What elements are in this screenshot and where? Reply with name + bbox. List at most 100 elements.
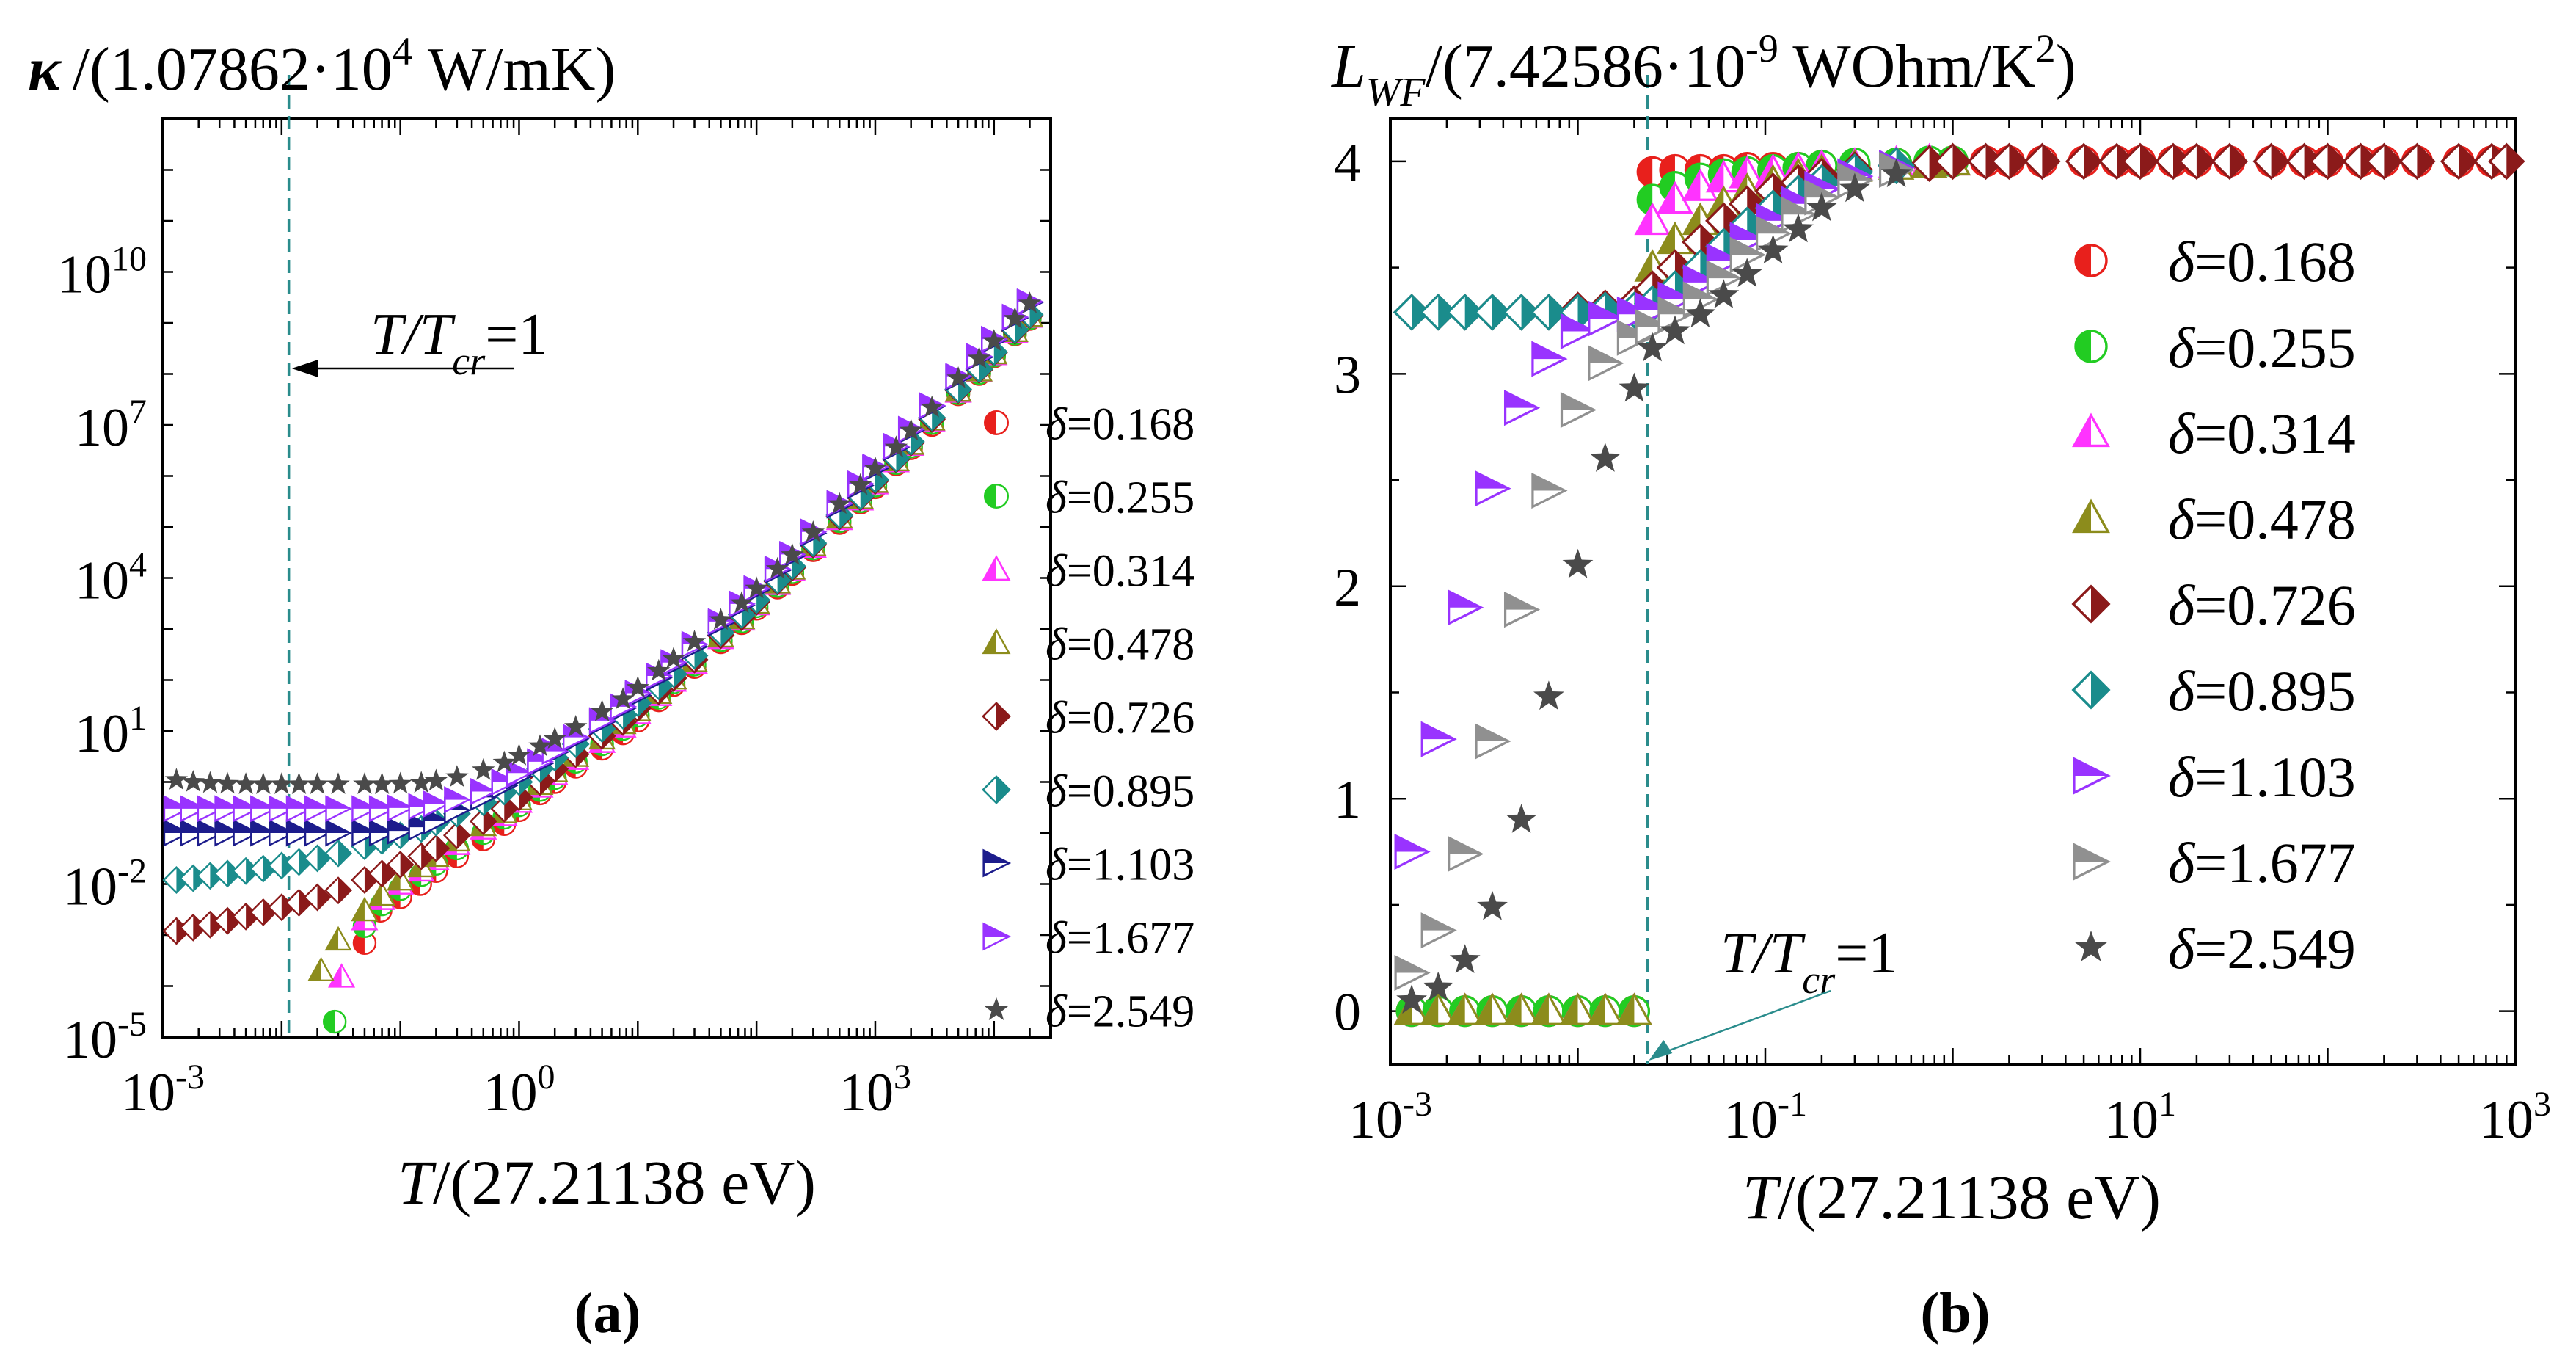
legend-delta: δ — [2168, 230, 2196, 294]
marker-b-6 — [1448, 589, 1484, 626]
legend-delta: δ — [2168, 401, 2196, 465]
marker-b-2 — [1682, 168, 1719, 201]
legend-delta: δ — [2168, 659, 2196, 723]
marker-a-8 — [326, 772, 350, 794]
marker-a-8 — [181, 770, 205, 792]
marker-fill — [1505, 391, 1538, 408]
marker-b-7 — [1560, 391, 1597, 429]
x-tick-label: 100 — [483, 1058, 555, 1123]
marker-fill — [1561, 315, 1594, 332]
marker-b-4 — [1991, 142, 2028, 181]
marker-legend-a-8 — [984, 997, 1009, 1020]
legend-label: δ=0.255 — [2168, 316, 2356, 379]
legend-delta: δ — [2168, 487, 2196, 551]
marker-a-8 — [216, 771, 239, 794]
marker-a-8 — [164, 768, 189, 790]
marker-legend-b-0 — [2074, 244, 2108, 277]
marker-fill — [1395, 835, 1429, 852]
marker-fill — [2042, 144, 2059, 178]
marker-fill — [1422, 723, 1455, 740]
marker-fill — [542, 739, 567, 752]
marker-b-4 — [2252, 142, 2290, 181]
marker-b-7 — [1475, 723, 1511, 760]
marker-a-8 — [409, 771, 433, 793]
x-tick-exp: -3 — [1403, 1085, 1432, 1124]
marker-a-8 — [647, 658, 671, 681]
marker-fill — [1588, 302, 1621, 319]
marker-a-8 — [920, 395, 944, 418]
marker-a-8 — [590, 699, 614, 721]
x-tick-label: 101 — [2104, 1085, 2176, 1150]
marker-fill — [324, 1011, 335, 1033]
ylabel-sup2: 2 — [2036, 26, 2056, 70]
ann-tail: =1 — [485, 302, 547, 367]
x-tick-base: 10 — [1349, 1090, 1403, 1150]
x-tick-exp: 0 — [537, 1058, 555, 1097]
marker-b-4 — [2121, 142, 2159, 181]
marker-fill — [483, 808, 497, 834]
marker-legend-b-2 — [2072, 412, 2110, 448]
marker-b-3 — [1503, 992, 1540, 1025]
marker-b-3 — [1446, 992, 1484, 1025]
marker-fill — [1618, 994, 1635, 1025]
y-tick-label: 4 — [1334, 133, 1361, 193]
y-tick-label: 2 — [1334, 558, 1361, 618]
marker-fill — [305, 821, 330, 833]
tcr-annotation: T/Tcr=1 — [371, 302, 547, 383]
legend-value: =1.677 — [1067, 913, 1194, 963]
ylabel-main: /(1.07862·10 — [73, 35, 393, 103]
y-axis-label: LWF/(7.42586·10-9 WOhm/K2) — [1331, 26, 2076, 115]
marker-fill — [352, 898, 365, 921]
marker-a-8 — [528, 734, 552, 757]
marker-legend-b-4 — [2071, 584, 2111, 624]
marker-a-7 — [387, 794, 415, 822]
y-tick-exp: 7 — [129, 393, 147, 432]
marker-fill — [370, 883, 382, 906]
marker-legend-b-6 — [2073, 757, 2111, 795]
panel-label: (b) — [1920, 1281, 1990, 1345]
x-axis-label: T/(27.21138 eV) — [1743, 1162, 2161, 1232]
marker-a-8 — [781, 542, 804, 565]
marker-b-8 — [1506, 804, 1537, 833]
marker-a-8 — [662, 647, 685, 669]
marker-fill — [1448, 994, 1465, 1025]
marker-a-8 — [270, 772, 293, 794]
marker-legend-a-3 — [982, 628, 1011, 655]
y-tick-base: 10 — [75, 398, 129, 458]
y-tick-label: 104 — [75, 546, 147, 611]
marker-fill — [1422, 914, 1455, 931]
marker-fill — [299, 849, 312, 875]
marker-fill — [1588, 994, 1605, 1025]
marker-b-5 — [1473, 294, 1511, 331]
marker-fill — [1731, 223, 1764, 240]
ylabel-L: L — [1331, 32, 1366, 101]
marker-fill — [1476, 725, 1509, 742]
ylabel-sup: 4 — [393, 29, 412, 73]
marker-b-5 — [1530, 294, 1568, 331]
marker-fill — [364, 867, 378, 893]
marker-b-8 — [1449, 944, 1481, 973]
marker-fill — [263, 899, 277, 926]
marker-fill — [1521, 295, 1539, 330]
marker-fill — [1684, 170, 1701, 200]
ylabel-sub: WF — [1366, 70, 1426, 115]
marker-b-8 — [1685, 298, 1716, 328]
marker-fill — [2506, 144, 2524, 178]
legend-delta: δ — [1046, 619, 1068, 669]
legend-label: δ=0.314 — [1046, 546, 1194, 596]
marker-b-7 — [1394, 954, 1431, 992]
marker-fill — [1638, 157, 1653, 187]
tcr-annotation: T/Tcr=1 — [1721, 921, 1897, 1002]
marker-fill — [164, 796, 189, 809]
marker-b-4 — [2398, 142, 2436, 181]
marker-b-8 — [1477, 890, 1508, 920]
legend-label: δ=0.726 — [2168, 573, 2356, 637]
marker-fill — [983, 556, 996, 580]
marker-legend-b-5 — [2071, 670, 2111, 710]
legend-value: =0.168 — [2194, 230, 2356, 294]
ann-T: T — [1721, 921, 1757, 986]
marker-a-8 — [682, 630, 707, 652]
marker-fill — [985, 411, 996, 434]
marker-legend-a-6 — [982, 848, 1012, 878]
marker-b-7 — [1531, 472, 1568, 509]
